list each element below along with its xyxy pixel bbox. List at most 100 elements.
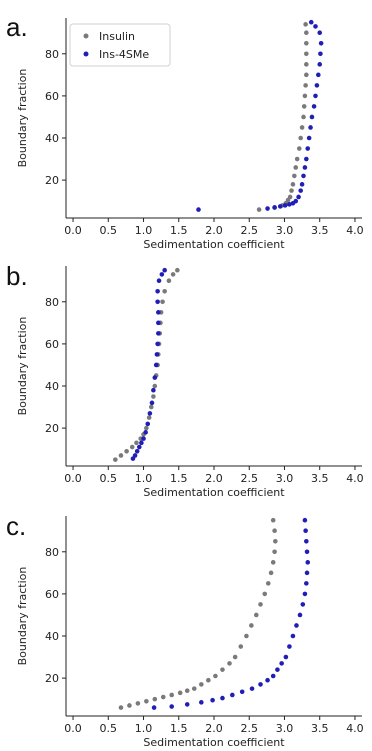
- x-tick-label: 2.0: [205, 472, 223, 485]
- data-point: [265, 206, 270, 211]
- data-point: [279, 661, 284, 666]
- data-point: [302, 165, 308, 170]
- data-point: [270, 673, 276, 679]
- data-point: [156, 320, 161, 326]
- data-point: [270, 560, 276, 565]
- data-point: [302, 93, 308, 99]
- x-tick-label: 0.5: [100, 224, 118, 237]
- data-point: [206, 677, 211, 683]
- data-point: [199, 700, 204, 705]
- y-tick-label: 60: [45, 588, 59, 601]
- x-axis-label: Sedimentation coefficient: [143, 238, 285, 251]
- legend-box: [69, 23, 171, 67]
- x-tick-label: 3.5: [311, 722, 329, 735]
- y-axis-label: Boundary fraction: [16, 69, 29, 168]
- series-insulin: [118, 517, 278, 710]
- data-point: [294, 156, 300, 162]
- data-point: [296, 146, 302, 151]
- data-point: [299, 182, 305, 187]
- data-point: [296, 194, 301, 200]
- data-point: [304, 72, 309, 78]
- x-axis-label: Sedimentation coefficient: [143, 486, 285, 499]
- data-point: [301, 104, 307, 109]
- data-point: [294, 623, 299, 628]
- x-tick-label: 1.0: [135, 224, 153, 237]
- data-point: [152, 375, 158, 380]
- data-point: [166, 278, 172, 284]
- data-point: [152, 383, 158, 389]
- data-point: [275, 667, 280, 672]
- data-point: [304, 51, 309, 57]
- data-point: [303, 528, 308, 534]
- data-point: [318, 51, 323, 57]
- data-point: [304, 62, 309, 67]
- data-point: [282, 203, 288, 208]
- data-point: [118, 453, 124, 458]
- data-point: [304, 581, 309, 586]
- data-point: [238, 644, 244, 649]
- data-point: [305, 146, 311, 151]
- data-point: [303, 22, 308, 27]
- y-tick-label: 20: [45, 422, 59, 435]
- data-point: [162, 267, 167, 273]
- data-point: [148, 404, 154, 410]
- series-ins-4sme: [151, 517, 311, 710]
- data-point: [292, 173, 297, 179]
- data-point: [289, 188, 294, 193]
- data-point: [249, 623, 254, 628]
- data-point: [156, 331, 161, 336]
- data-point: [146, 415, 152, 420]
- data-point: [298, 135, 303, 141]
- x-tick-label: 3.0: [276, 224, 294, 237]
- data-point: [277, 204, 283, 209]
- x-tick-label: 4.0: [346, 472, 364, 485]
- data-point: [143, 430, 148, 435]
- data-point: [290, 633, 296, 639]
- data-point: [230, 692, 235, 698]
- data-point: [287, 194, 293, 200]
- data-point: [156, 310, 161, 315]
- x-tick-label: 0.0: [64, 722, 82, 735]
- data-point: [144, 425, 149, 431]
- data-point: [304, 40, 309, 46]
- data-point: [227, 661, 232, 666]
- panel-letter: a.: [6, 12, 28, 42]
- x-tick-label: 0.5: [100, 472, 118, 485]
- y-tick-label: 40: [45, 380, 59, 393]
- chart-panel-2: b. 0.0 0.5 1.0 1.5 2.0 2.5 3.0 3.5 4.0 20 40 60 80 Sed…: [6, 261, 364, 499]
- data-point: [249, 686, 255, 691]
- data-point: [317, 62, 323, 67]
- x-tick-label: 1.5: [170, 722, 188, 735]
- y-tick-label: 80: [45, 296, 59, 309]
- data-point: [301, 114, 306, 120]
- data-point: [155, 288, 160, 294]
- x-tick-label: 0.5: [100, 722, 118, 735]
- x-tick-label: 1.0: [135, 472, 153, 485]
- x-tick-label: 3.0: [276, 722, 294, 735]
- series-ins-4sme: [130, 267, 167, 461]
- data-point: [272, 528, 277, 534]
- data-point: [311, 104, 317, 109]
- data-point: [199, 682, 204, 687]
- data-point: [317, 30, 323, 36]
- data-point: [124, 448, 129, 454]
- data-point: [272, 549, 277, 555]
- data-point: [220, 667, 225, 672]
- x-tick-label: 0.0: [64, 224, 82, 237]
- data-point: [169, 692, 175, 698]
- data-point: [162, 288, 167, 294]
- data-point: [210, 697, 215, 703]
- y-tick-label: 20: [45, 672, 59, 685]
- data-point: [152, 696, 158, 702]
- data-point: [305, 560, 311, 565]
- data-point: [184, 702, 190, 707]
- data-point: [132, 453, 138, 458]
- data-point: [313, 24, 318, 29]
- x-tick-label: 3.5: [311, 224, 329, 237]
- data-point: [313, 93, 318, 99]
- x-tick-label: 2.5: [240, 472, 258, 485]
- data-point: [290, 182, 296, 187]
- legend-label: Ins-4SMe: [99, 48, 149, 61]
- data-point: [156, 278, 162, 284]
